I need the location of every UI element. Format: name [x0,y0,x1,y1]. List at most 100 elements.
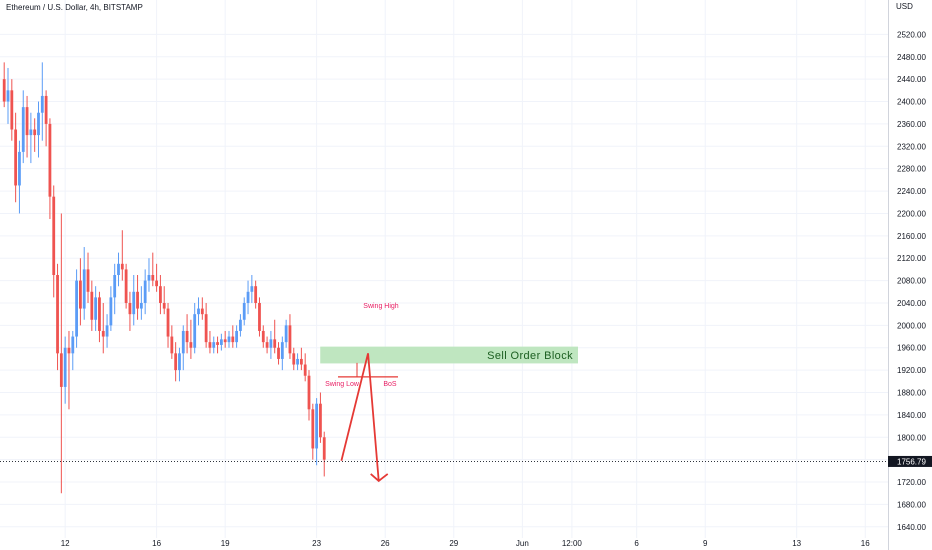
candle [79,258,82,326]
candle [37,101,40,158]
time-tick-label: 29 [449,539,458,548]
candle-body [147,275,151,281]
candle-body [178,353,181,371]
candle-body [52,196,56,275]
candle [292,347,296,371]
candle [2,62,6,108]
candle-body [319,403,322,438]
candle [216,336,219,354]
candle-body [288,325,292,354]
candle-body [254,286,258,303]
candle [258,297,261,337]
candle [44,90,48,147]
candle [204,302,208,348]
swing-high-label: Swing High [363,303,399,310]
price-tick-label: 1800.00 [897,433,926,442]
candle-body [250,286,254,292]
candle [227,330,231,348]
price-tick-label: 1920.00 [897,366,926,375]
candle [319,392,322,443]
candle [212,336,216,354]
symbol-title: Ethereum / U.S. Dollar, 4h, BITSTAMP [6,3,143,12]
candle [90,280,94,331]
candle-body [37,112,40,136]
candle-body [143,280,147,303]
swing-low-label: Swing Low [325,381,360,388]
candle [315,398,319,466]
candle-body [109,297,113,326]
candle-body [231,336,235,343]
candle-body [284,325,288,343]
candle-body [299,358,303,365]
candle-body [315,403,319,449]
time-axis[interactable]: 12 16 19 23 26 29 Jun 12:00 6 9 13 16 [61,539,871,548]
candle [94,286,98,331]
candle [147,258,151,292]
candle [307,370,311,421]
candle [242,297,246,326]
price-tick-label: 1840.00 [897,411,926,420]
candle [231,325,235,348]
candle-body [193,314,197,348]
candle-body [292,353,296,365]
time-tick-label: 13 [792,539,801,548]
price-tick-label: 2280.00 [897,165,926,174]
candle [254,280,258,309]
candle-body [33,129,37,136]
candle-body [189,342,193,348]
price-tick-labels: 1640.001680.001720.001760.001800.001840.… [897,30,926,531]
candle [299,347,303,371]
price-tick-label: 2480.00 [897,53,926,62]
grid-lines [0,0,888,538]
candle [170,325,174,359]
candle [322,431,326,477]
candle-body [25,107,29,136]
last-price-badge: 1756.79 [888,455,932,467]
candle-body [223,339,227,343]
candle-body [10,90,14,130]
price-tick-label: 1720.00 [897,478,926,487]
candle [29,112,33,164]
candle-body [269,339,273,348]
time-tick-label: 12 [61,539,70,548]
price-tick-label: 2440.00 [897,75,926,84]
candle-body [132,291,136,315]
candle [139,286,143,320]
candle [208,330,212,354]
candle [288,314,292,359]
price-tick-label: 1960.00 [897,344,926,353]
candle [277,342,280,365]
price-tick-label: 2360.00 [897,120,926,129]
candle-body [90,291,94,320]
candle-body [48,123,52,197]
candle-body [155,280,158,287]
candle [269,330,273,359]
candle [128,291,132,331]
candle-body [246,291,250,303]
candle-body [136,291,139,309]
time-tick-label: 16 [152,539,161,548]
candle-body [59,353,63,387]
candle [200,297,204,320]
price-tick-label: 1640.00 [897,523,926,532]
candle-body [242,302,246,320]
candle [120,230,124,281]
candle [18,140,21,214]
candle-body [265,342,269,348]
candle [109,286,113,331]
price-axis[interactable]: USD 1640.001680.001720.001760.001800.001… [888,0,932,550]
time-tick-label: 26 [381,539,390,548]
candle [48,118,52,220]
candle-body [322,437,326,460]
candle-body [280,342,284,359]
time-tick-label: 12:00 [562,539,583,548]
candle-body [21,107,25,152]
candle [75,269,78,348]
candle [10,79,14,141]
candle-body [128,302,132,315]
candle [113,263,117,315]
candle-body [219,339,223,345]
candle-body [307,375,311,410]
candle [117,252,120,287]
